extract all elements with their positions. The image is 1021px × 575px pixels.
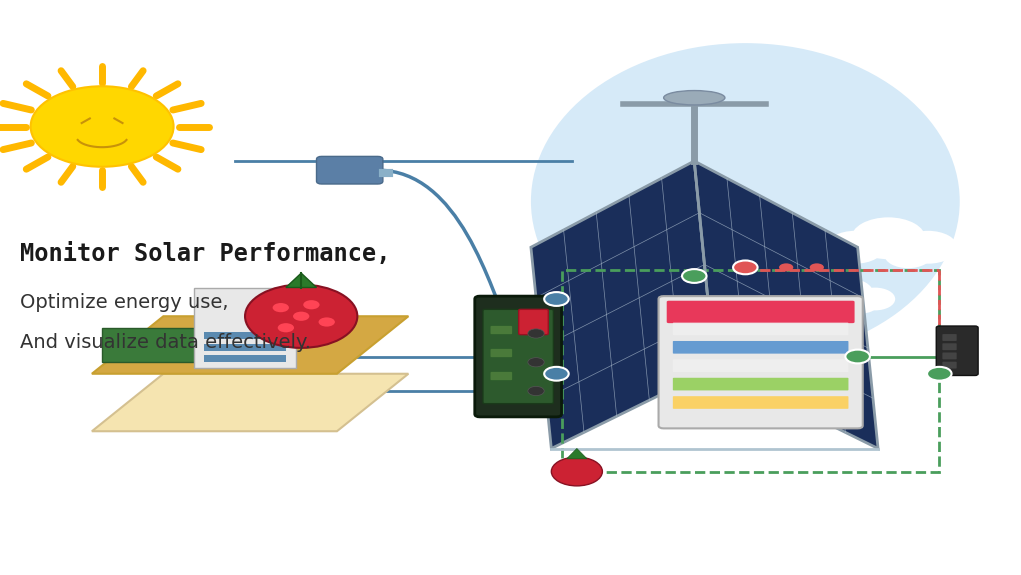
Circle shape bbox=[810, 263, 824, 271]
FancyBboxPatch shape bbox=[519, 309, 548, 335]
FancyBboxPatch shape bbox=[475, 296, 562, 417]
Circle shape bbox=[779, 263, 793, 271]
Polygon shape bbox=[102, 328, 204, 362]
Polygon shape bbox=[531, 161, 715, 448]
Text: Monitor Solar Performance,: Monitor Solar Performance, bbox=[20, 242, 391, 266]
Circle shape bbox=[845, 350, 870, 363]
Polygon shape bbox=[194, 288, 296, 368]
FancyBboxPatch shape bbox=[490, 325, 513, 335]
Circle shape bbox=[273, 303, 289, 312]
Circle shape bbox=[682, 269, 707, 283]
Circle shape bbox=[528, 386, 544, 396]
Polygon shape bbox=[92, 374, 408, 431]
Circle shape bbox=[884, 242, 932, 268]
Circle shape bbox=[844, 295, 878, 313]
FancyBboxPatch shape bbox=[490, 371, 513, 381]
FancyBboxPatch shape bbox=[942, 352, 957, 359]
Circle shape bbox=[544, 292, 569, 306]
Ellipse shape bbox=[531, 43, 960, 359]
Circle shape bbox=[551, 457, 602, 486]
Circle shape bbox=[898, 231, 958, 264]
Circle shape bbox=[319, 317, 335, 327]
Circle shape bbox=[826, 231, 884, 264]
FancyBboxPatch shape bbox=[942, 362, 957, 369]
Circle shape bbox=[544, 367, 569, 381]
Circle shape bbox=[855, 288, 895, 310]
FancyBboxPatch shape bbox=[317, 156, 383, 184]
Ellipse shape bbox=[664, 90, 725, 105]
Circle shape bbox=[293, 312, 309, 321]
Polygon shape bbox=[286, 273, 317, 288]
Circle shape bbox=[805, 288, 844, 310]
FancyBboxPatch shape bbox=[673, 323, 848, 335]
FancyBboxPatch shape bbox=[667, 301, 855, 323]
Polygon shape bbox=[567, 448, 587, 459]
FancyBboxPatch shape bbox=[483, 309, 553, 404]
Polygon shape bbox=[694, 161, 878, 448]
Polygon shape bbox=[204, 332, 286, 339]
FancyBboxPatch shape bbox=[936, 326, 978, 375]
Circle shape bbox=[278, 323, 294, 332]
Circle shape bbox=[245, 285, 357, 348]
Circle shape bbox=[822, 278, 873, 307]
FancyBboxPatch shape bbox=[673, 359, 848, 372]
Polygon shape bbox=[204, 344, 286, 351]
Circle shape bbox=[733, 260, 758, 274]
Circle shape bbox=[852, 217, 925, 259]
Circle shape bbox=[303, 300, 320, 309]
FancyBboxPatch shape bbox=[942, 334, 957, 341]
FancyBboxPatch shape bbox=[942, 343, 957, 350]
FancyBboxPatch shape bbox=[673, 341, 848, 354]
Circle shape bbox=[31, 86, 174, 167]
FancyBboxPatch shape bbox=[673, 396, 848, 409]
FancyBboxPatch shape bbox=[659, 296, 863, 428]
Circle shape bbox=[528, 329, 544, 338]
FancyBboxPatch shape bbox=[490, 348, 513, 358]
Text: And visualize data effectively.: And visualize data effectively. bbox=[20, 334, 311, 352]
Polygon shape bbox=[204, 355, 286, 362]
Text: Optimize energy use,: Optimize energy use, bbox=[20, 293, 229, 312]
Polygon shape bbox=[92, 316, 408, 374]
Circle shape bbox=[927, 367, 952, 381]
Circle shape bbox=[528, 358, 544, 367]
FancyBboxPatch shape bbox=[673, 378, 848, 390]
